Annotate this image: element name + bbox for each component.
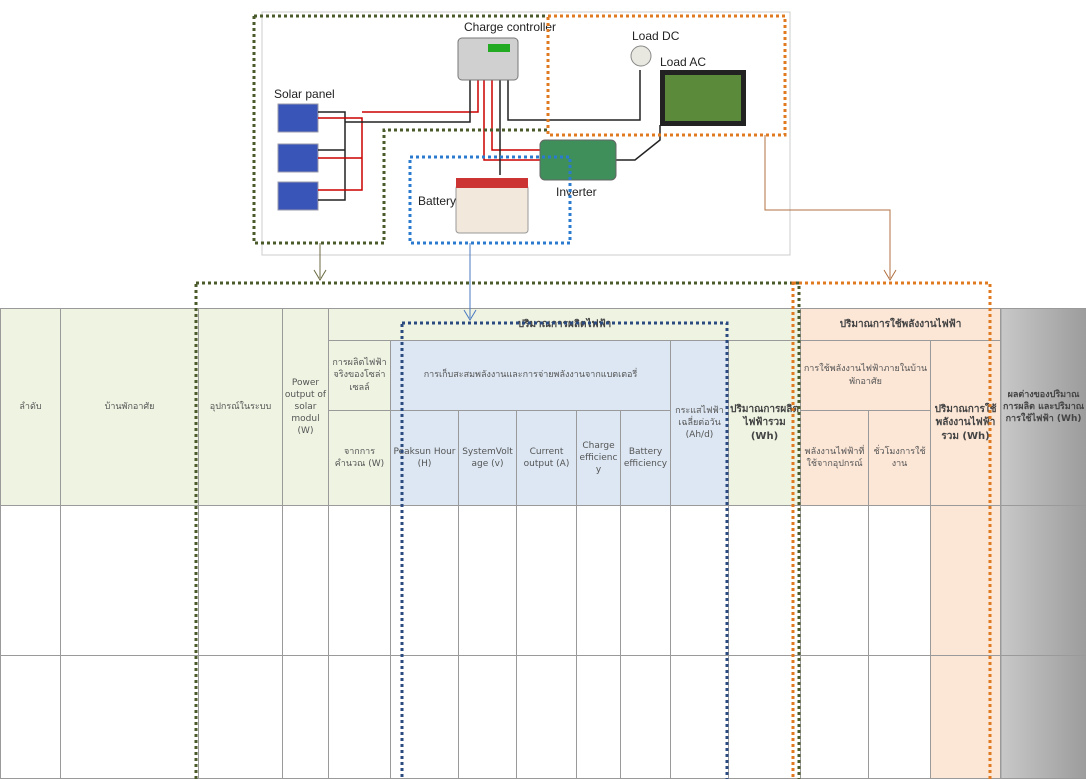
data-row	[0, 655, 1086, 779]
header-cell: ปริมาณการผลิตไฟฟ้า	[327, 308, 802, 341]
energy-table: ลำดับ บ้านพักอาศัย อุปกรณ์ในระบบ Power o…	[0, 308, 1086, 779]
header-cell: Charge efficiency	[576, 410, 621, 506]
bulb	[630, 45, 652, 67]
battery-top	[456, 178, 528, 188]
header-cell: Battery efficiency	[620, 410, 671, 506]
header-cell: SystemVoltage (v)	[458, 410, 517, 506]
label: Load AC	[660, 55, 706, 69]
tv-screen	[665, 75, 741, 121]
label: Charge controller	[464, 20, 556, 34]
header-cell: Peaksun Hour (H)	[390, 410, 459, 506]
header-cell: ปริมาณการผลิตไฟฟ้ารวม (Wh)	[727, 340, 802, 506]
header-cell: Power output of solar modul (W)	[282, 308, 329, 506]
header-cell: การผลิตไฟฟ้าจริงของโซล่าเซลล์	[328, 340, 391, 411]
system-diagram: Charge controller Load DC Load AC Solar …	[261, 11, 791, 256]
header-cell: Current output (A)	[516, 410, 577, 506]
header-cell: ปริมาณการใช้พลังงานไฟฟ้า	[800, 308, 1002, 341]
header-cell: บ้านพักอาศัย	[60, 308, 199, 506]
header-cell: ปริมาณการใช้พลังงานไฟฟ้ารวม (Wh)	[930, 340, 1002, 506]
data-row	[0, 505, 1086, 656]
header-cell: ผลต่างของปริมาณการผลิต และปริมาณการใช้ไฟ…	[1000, 308, 1086, 506]
controller-display	[488, 44, 510, 52]
header-cell: อุปกรณ์ในระบบ	[198, 308, 283, 506]
label: Load DC	[632, 29, 680, 43]
header-cell: จากการคำนวณ (W)	[328, 410, 391, 506]
header-cell: พลังงานไฟฟ้าที่ใช้จากอุปกรณ์	[800, 410, 870, 506]
label: Inverter	[556, 185, 597, 199]
header-cell: กระแสไฟฟ้าเฉลี่ยต่อวัน (Ah/d)	[670, 340, 729, 506]
label: Solar panel	[274, 87, 335, 101]
header-cell: การใช้พลังงานไฟฟ้าภายในบ้านพักอาศัย	[800, 340, 932, 411]
header-cell: การเก็บสะสมพลังงานและการจ่ายพลังงานจากแบ…	[390, 340, 671, 411]
header-cell: ชั่วโมงการใช้งาน	[868, 410, 932, 506]
solar-panels	[277, 103, 319, 211]
inverter	[539, 139, 617, 181]
label: Battery	[418, 194, 456, 208]
battery	[455, 184, 529, 234]
header-cell: ลำดับ	[0, 308, 61, 506]
